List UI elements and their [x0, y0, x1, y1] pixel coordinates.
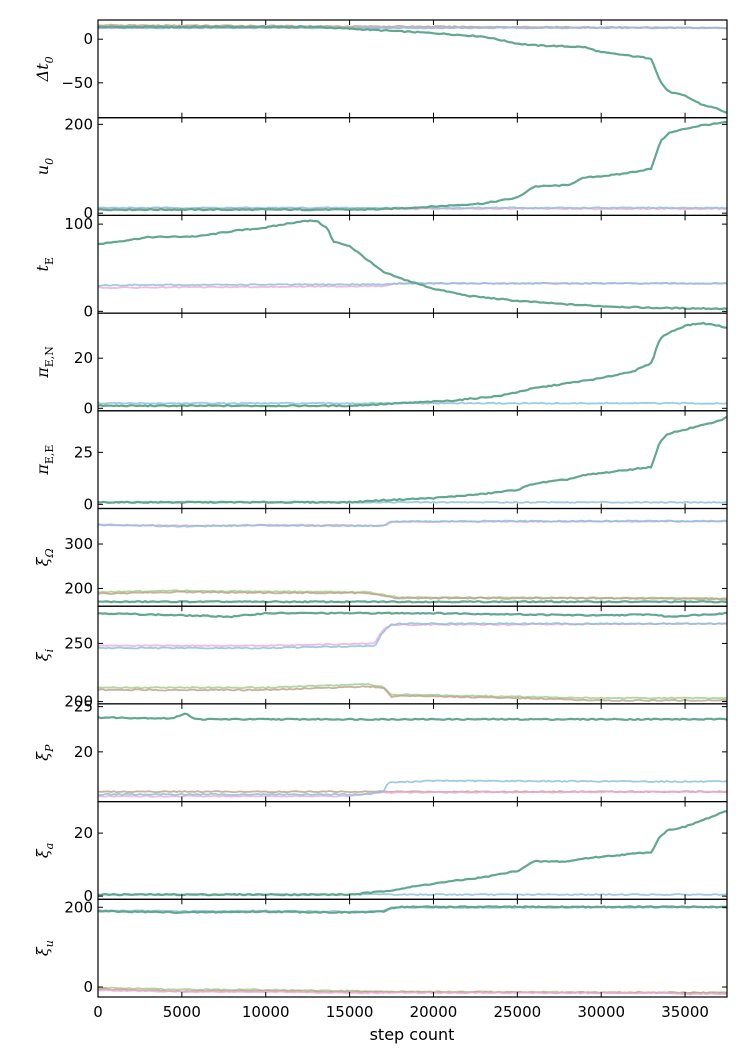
- panel-frame: [97, 214, 728, 314]
- series-line-0-0: [98, 25, 727, 114]
- y-axis-label: Δt0: [33, 56, 56, 82]
- series-line-9-2: [98, 989, 727, 996]
- panel-frame: [97, 800, 728, 900]
- x-tick-label: 20000: [410, 1003, 458, 1021]
- y-axis-label: tE: [33, 257, 56, 271]
- panel-series: [98, 321, 727, 408]
- panel-frame: [97, 19, 728, 119]
- series-line-6-2: [98, 622, 727, 648]
- y-tick-label: 0: [83, 495, 93, 513]
- panel-series: [98, 23, 727, 114]
- series-line-4-0: [98, 415, 727, 504]
- series-line-7-1: [98, 779, 727, 796]
- panel-series: [98, 905, 727, 996]
- panel-series: [98, 415, 727, 504]
- y-axis-label: ξa: [33, 843, 56, 858]
- y-tick-label: −50: [61, 74, 93, 92]
- y-tick-label: 200: [64, 693, 93, 711]
- x-tick-label: 30000: [577, 1003, 625, 1021]
- panel-5: 200 300 ξΩ: [33, 507, 728, 607]
- y-tick-label: 0: [83, 302, 93, 320]
- x-tick-label: 0: [93, 1003, 103, 1021]
- series-line-5-0: [98, 600, 727, 604]
- y-tick-label: 100: [64, 215, 93, 233]
- series-line-6-4: [98, 682, 727, 700]
- series-line-5-3: [98, 590, 727, 601]
- y-tick-label: 0: [83, 978, 93, 996]
- x-tick-label: 25000: [493, 1003, 541, 1021]
- y-tick-label: 20: [74, 349, 93, 367]
- panel-series: [98, 712, 727, 798]
- series-line-0-1: [98, 26, 727, 30]
- x-tick-label: 10000: [242, 1003, 290, 1021]
- panel-7: 20 25 ξP: [33, 698, 728, 803]
- x-axis-label: step count: [370, 1025, 455, 1044]
- y-tick-label: 200: [64, 898, 93, 916]
- series-line-2-0: [98, 219, 727, 311]
- y-tick-label: 25: [74, 698, 93, 716]
- y-tick-label: 0: [83, 204, 93, 222]
- panel-1: 0 200 u0: [33, 115, 728, 222]
- panel-3: 0 20 πE,N: [33, 312, 728, 417]
- panel-8: 0 20 ξa: [33, 800, 728, 905]
- series-line-8-0: [98, 810, 727, 897]
- series-line-9-0: [98, 905, 727, 915]
- x-tick-label: 5000: [163, 1003, 201, 1021]
- series-line-2-1: [98, 281, 727, 287]
- panel-series: [98, 611, 727, 702]
- y-tick-label: 300: [64, 535, 93, 553]
- y-axis-label: ξP: [33, 744, 56, 761]
- series-line-1-0: [98, 120, 727, 212]
- panel-series: [98, 219, 727, 311]
- series-line-7-0: [98, 712, 727, 722]
- y-tick-label: 0: [83, 399, 93, 417]
- y-tick-label: 200: [64, 579, 93, 597]
- series-line-7-2: [98, 790, 727, 798]
- y-axis-label: ξΩ: [33, 548, 56, 566]
- series-line-6-1: [98, 622, 727, 650]
- panel-series: [98, 519, 727, 604]
- x-axis: 0 5000 10000 15000 20000 25000 30000 35000: [93, 1003, 709, 1021]
- series-line-3-0: [98, 321, 727, 408]
- y-tick-label: 20: [74, 824, 93, 842]
- series-line-5-1: [98, 519, 727, 528]
- panel-frame: [97, 898, 728, 998]
- panel-frame: [97, 312, 728, 412]
- panel-frame: [97, 117, 728, 216]
- panel-series: [98, 810, 727, 897]
- panel-frame: [97, 410, 728, 510]
- trace-panels: 0−50Δt00200u00100tE020πE,N025πE,E200300ξ…: [33, 19, 728, 998]
- series-line-6-3: [98, 685, 727, 702]
- panel-9: 0 200 ξu: [33, 898, 728, 998]
- x-tick-label: 35000: [661, 1003, 709, 1021]
- y-tick-label: 250: [64, 634, 93, 652]
- y-tick-label: 25: [74, 443, 93, 461]
- panel-series: [98, 120, 727, 212]
- x-tick-label: 15000: [326, 1003, 374, 1021]
- y-axis-label: u0: [33, 158, 56, 175]
- panel-0: 0 −50 Δt0: [33, 19, 728, 119]
- y-tick-label: 20: [74, 743, 93, 761]
- y-tick-label: 0: [83, 887, 93, 905]
- panel-6: 200 250 ξi: [33, 605, 728, 711]
- y-tick-label: 200: [64, 115, 93, 133]
- y-tick-label: 0: [83, 30, 93, 48]
- y-axis-label: ξu: [33, 940, 56, 956]
- y-axis-label: ξi: [33, 649, 56, 661]
- panel-4: 0 25 πE,E: [33, 410, 728, 513]
- y-axis-label: πE,N: [33, 346, 56, 379]
- panel-2: 0 100 tE: [33, 214, 728, 320]
- series-line-6-0: [98, 611, 727, 619]
- y-axis-label: πE,E: [33, 445, 56, 476]
